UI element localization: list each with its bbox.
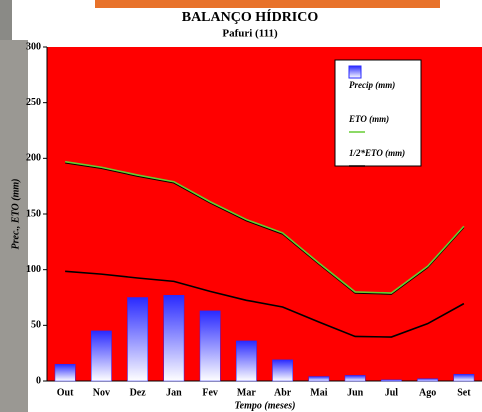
y-tick-label: 0 — [36, 375, 41, 386]
y-axis-label: Prec., ETO (mm) — [10, 179, 21, 250]
y-tick-label: 200 — [26, 153, 41, 164]
x-tick-label: Ago — [419, 387, 436, 398]
bar — [417, 378, 439, 382]
legend-label: ETO (mm) — [348, 114, 389, 124]
x-tick-label: Out — [57, 387, 74, 398]
x-axis-label: Tempo (meses) — [234, 400, 295, 411]
x-tick-label: Jun — [347, 387, 364, 398]
x-tick-label: Fev — [202, 387, 218, 398]
bar — [380, 379, 402, 382]
x-tick-label: Dez — [130, 387, 147, 398]
bar — [163, 295, 185, 382]
x-tick-label: Mai — [310, 387, 327, 398]
y-tick-label: 150 — [26, 208, 41, 219]
bar — [308, 376, 330, 382]
y-tick-label: 300 — [26, 41, 41, 52]
x-tick-label: Jul — [385, 387, 399, 398]
line-shadow — [65, 162, 465, 295]
bar — [90, 330, 112, 382]
header-bar — [95, 0, 440, 8]
x-tick-label: Set — [457, 387, 471, 398]
x-tick-label: Mar — [237, 387, 256, 398]
legend-label: Precip (mm) — [349, 80, 395, 90]
bar — [453, 374, 475, 382]
y-tick-label: 50 — [31, 320, 41, 331]
x-tick-label: Nov — [93, 387, 110, 398]
background-photo — [0, 40, 28, 412]
x-tick-label: Jan — [166, 387, 182, 398]
bar — [272, 359, 294, 382]
bar — [127, 297, 149, 382]
chart-title: BALANÇO HÍDRICO — [182, 8, 319, 25]
bar — [199, 310, 221, 382]
bar — [344, 375, 366, 382]
chart-subtitle: Pafuri (111) — [222, 28, 278, 40]
line — [65, 160, 465, 294]
legend-marker — [348, 65, 362, 79]
bar — [235, 340, 257, 382]
line — [65, 270, 465, 338]
legend-label: 1/2*ETO (mm) — [349, 148, 405, 158]
x-tick-label: Abr — [274, 387, 292, 398]
y-tick-label: 250 — [26, 97, 41, 108]
y-tick-label: 100 — [26, 264, 41, 275]
bar — [54, 364, 76, 382]
